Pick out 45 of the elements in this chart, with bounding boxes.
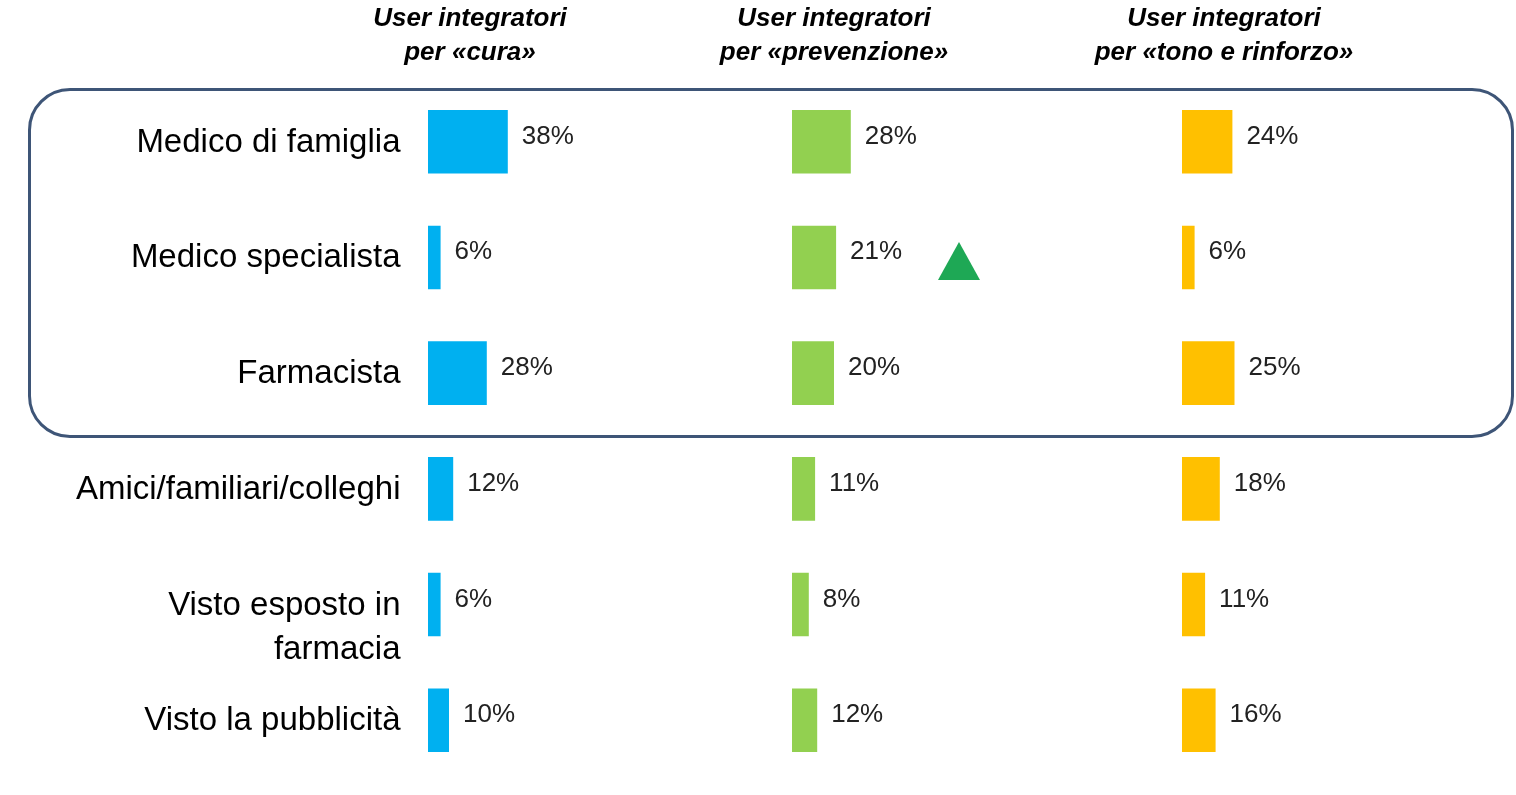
data-label: 8% bbox=[822, 582, 861, 613]
bar bbox=[1182, 109, 1233, 174]
data-label: 10% bbox=[463, 698, 516, 729]
data-label: 21% bbox=[850, 235, 903, 266]
y-tick-label: Visto esposto in farmacia bbox=[168, 584, 402, 666]
data-label: 12% bbox=[831, 698, 884, 729]
y-tick-label: Farmacista bbox=[237, 353, 402, 391]
data-label: 28% bbox=[864, 119, 917, 150]
bar bbox=[1182, 225, 1195, 290]
bar bbox=[428, 225, 441, 290]
data-label: 6% bbox=[454, 582, 493, 613]
chart-title: User integratori per «prevenzione» bbox=[718, 2, 949, 66]
data-label: 20% bbox=[848, 351, 901, 382]
bar bbox=[792, 225, 837, 290]
bar bbox=[1182, 572, 1206, 637]
data-label: 38% bbox=[521, 119, 574, 150]
data-label: 18% bbox=[1233, 466, 1286, 497]
data-label: 11% bbox=[1219, 582, 1270, 613]
data-label: 6% bbox=[454, 235, 493, 266]
bar bbox=[792, 572, 809, 637]
bar bbox=[792, 109, 851, 174]
y-tick-label: Visto la pubblicità bbox=[144, 700, 402, 738]
y-tick-label: Medico di famiglia bbox=[136, 121, 402, 159]
data-label: 12% bbox=[467, 466, 520, 497]
bar bbox=[428, 572, 441, 637]
bar bbox=[428, 688, 449, 753]
data-label: 28% bbox=[500, 351, 553, 382]
data-label: 24% bbox=[1246, 119, 1299, 150]
chart-title: User integratori per «tono e rinforzo» bbox=[1093, 2, 1354, 66]
bar bbox=[792, 341, 834, 405]
y-tick-label: Amici/familiari/colleghi bbox=[75, 468, 401, 506]
bar bbox=[428, 457, 454, 521]
data-label: 11% bbox=[829, 466, 880, 497]
bar bbox=[792, 457, 816, 521]
bar bbox=[792, 688, 818, 753]
data-label: 25% bbox=[1248, 351, 1301, 382]
chart-title: User integratori per «cura» bbox=[373, 2, 568, 66]
bar bbox=[1182, 688, 1216, 753]
bar bbox=[1182, 341, 1235, 405]
data-label: 6% bbox=[1208, 235, 1247, 266]
data-label: 16% bbox=[1229, 698, 1282, 729]
y-tick-label: Medico specialista bbox=[130, 237, 402, 275]
bar bbox=[1182, 457, 1220, 521]
bar bbox=[428, 109, 508, 174]
bar bbox=[428, 341, 487, 405]
